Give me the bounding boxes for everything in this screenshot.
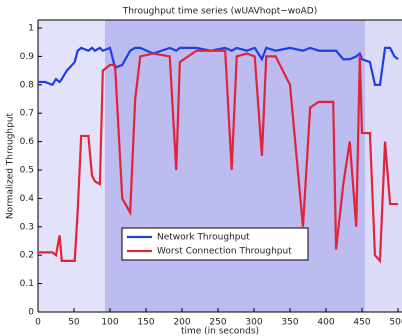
y-tick-label: 0.1 <box>20 279 34 289</box>
x-tick-label: 300 <box>245 318 262 328</box>
x-tick-label: 50 <box>68 318 80 328</box>
y-tick-label: 1 <box>28 24 34 34</box>
x-tick-label: 250 <box>209 318 226 328</box>
legend-label: Worst Connection Throughput <box>157 247 292 257</box>
x-axis-label: time (in seconds) <box>181 327 259 336</box>
legend-box <box>121 227 309 261</box>
y-tick-label: 0 <box>28 308 34 318</box>
y-tick-label: 0.5 <box>20 166 34 176</box>
series-line <box>38 49 398 264</box>
y-tick-label: 0.4 <box>20 194 35 204</box>
x-tick-label: 150 <box>137 318 154 328</box>
x-tick-label: 500 <box>389 318 402 328</box>
y-tick-label: 0.7 <box>20 109 34 119</box>
y-tick-label: 0.3 <box>20 222 34 232</box>
x-tick-label: 100 <box>101 318 118 328</box>
x-tick-label: 0 <box>35 318 41 328</box>
x-tick-label: 400 <box>317 318 334 328</box>
y-tick-label: 0.9 <box>20 52 35 62</box>
shaded-region <box>105 20 365 312</box>
chart-title: Throughput time series (wUAVhopt−woAD) <box>122 7 318 17</box>
legend-label: Network Throughput <box>157 233 250 243</box>
y-axis-label: Normalized Throughput <box>6 112 16 219</box>
y-tick-label: 0.8 <box>20 80 35 90</box>
x-tick-label: 350 <box>281 318 298 328</box>
x-tick-label: 450 <box>353 318 370 328</box>
y-tick-label: 0.2 <box>20 251 34 261</box>
x-tick-label: 200 <box>173 318 190 328</box>
y-tick-label: 0.6 <box>20 137 35 147</box>
